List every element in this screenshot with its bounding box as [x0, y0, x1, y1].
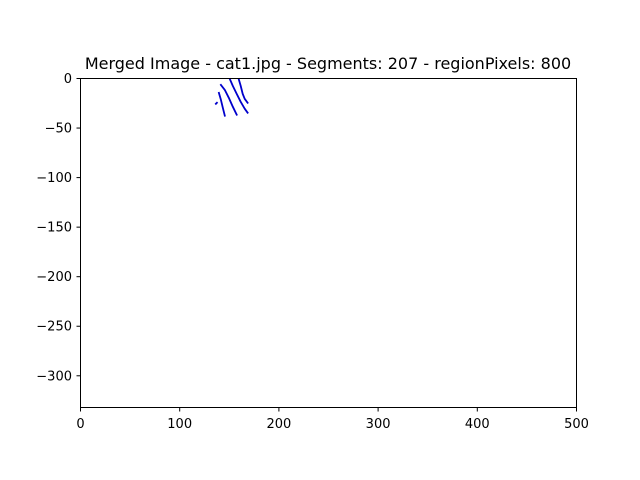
x-tick-label: 400 — [465, 417, 490, 432]
series-line — [217, 91, 226, 117]
y-tick-label: −200 — [36, 270, 72, 285]
chart-title: Merged Image - cat1.jpg - Segments: 207 … — [85, 54, 571, 73]
y-tick-label: −100 — [36, 171, 72, 186]
y-tick-label: −150 — [36, 221, 72, 236]
series-line — [214, 101, 219, 106]
axes-frame — [80, 78, 577, 408]
plot-area — [80, 77, 577, 408]
x-tick-label: 100 — [167, 417, 192, 432]
y-tick-label: −250 — [36, 320, 72, 335]
x-tick-label: 500 — [564, 417, 589, 432]
y-tick-label: −50 — [45, 122, 72, 137]
y-tick-label: 0 — [64, 72, 72, 87]
series-line — [219, 83, 238, 116]
series-layer — [214, 77, 249, 117]
x-tick-label: 200 — [266, 417, 291, 432]
y-axis: 0 −50 −100 −150 −200 −250 −300 — [36, 72, 81, 384]
y-tick-label: −300 — [36, 369, 72, 384]
x-tick-label: 0 — [76, 417, 84, 432]
series-line — [237, 77, 249, 105]
x-tick-label: 300 — [366, 417, 391, 432]
x-axis: 0 100 200 300 400 500 — [76, 407, 589, 432]
series-line — [228, 77, 249, 114]
